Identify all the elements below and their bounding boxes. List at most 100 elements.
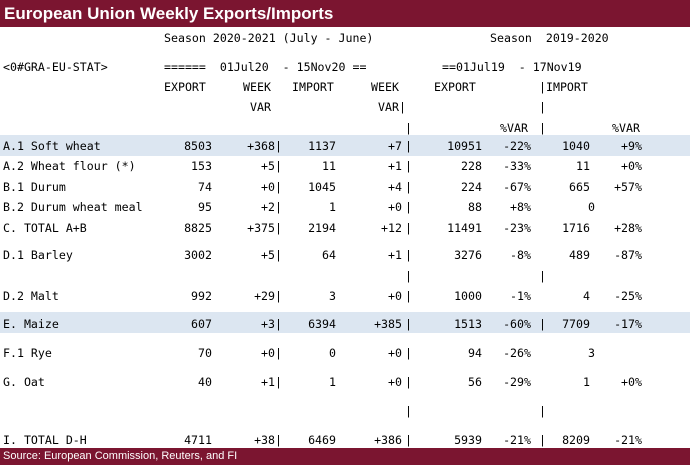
week-var-export: +29| [254,289,282,303]
import-value: 64 [322,248,336,262]
pct-var-export: -67% [503,180,531,194]
pct-var-export: -26% [503,346,531,360]
row-label: D.2 Malt [3,289,59,303]
pct-var-import: -25% [614,289,642,303]
week-var-import: +4 [388,180,402,194]
separator-glyph: | [405,200,412,214]
import-prior: 0 [588,200,595,214]
export-value: 70 [198,346,212,360]
export-value: 95 [198,200,212,214]
week-var-import: +1 [388,159,402,173]
pct-var-export: -1% [510,289,531,303]
row-label: B.2 Durum wheat meal [3,200,143,214]
separator-glyph: | [539,121,546,135]
import-prior: 7709 [562,317,590,331]
week-var-export: +5| [261,248,282,262]
row-label: B.1 Durum [3,180,66,194]
header-import: IMPORT [292,80,334,94]
pct-var-export: -22% [503,139,531,153]
pct-var-import: +0% [621,375,642,389]
export-value: 153 [191,159,212,173]
season-prior-label: Season 2019-2020 [490,31,609,45]
pct-var-import: +28% [614,221,642,235]
pct-var-import: +9% [621,139,642,153]
export-prior: 1000 [454,289,482,303]
header-week: WEEK [243,80,271,94]
row-label: D.1 Barley [3,248,73,262]
export-prior: 11491 [447,221,482,235]
row-label: G. Oat [3,375,45,389]
week-var-export: +2| [261,200,282,214]
pct-var-export: -29% [503,375,531,389]
export-value: 4711 [184,433,212,447]
import-prior: 4 [583,289,590,303]
separator-glyph: | [539,317,546,331]
header-var-right: VAR| [378,100,406,114]
week-var-export: +5| [261,159,282,173]
week-var-import: +0 [388,289,402,303]
export-value: 8825 [184,221,212,235]
header-pct-var-export: %VAR [500,121,528,135]
import-prior: 1 [583,375,590,389]
week-var-import: +385 [374,317,402,331]
export-prior: 1513 [454,317,482,331]
row-highlight-soft-wheat [0,135,690,156]
export-prior: 56 [468,375,482,389]
export-prior: 224 [461,180,482,194]
header-export: EXPORT [164,80,206,94]
date-range-current: ====== 01Jul20 - 15Nov20 == [164,60,367,74]
header-import-prior: |IMPORT [539,80,588,94]
pct-var-export: -8% [510,248,531,262]
week-var-export: +3| [261,317,282,331]
pct-var-export: -21% [503,433,531,447]
week-var-export: +375| [247,221,282,235]
import-value: 1 [329,200,336,214]
import-value: 6394 [308,317,336,331]
pct-var-import: -17% [614,317,642,331]
header-var: VAR [250,100,271,114]
header-export-prior: EXPORT [434,80,476,94]
export-prior: 94 [468,346,482,360]
separator-glyph: | [405,269,412,283]
import-prior: 665 [569,180,590,194]
row-label: I. TOTAL D-H [3,433,87,447]
date-range-prior: ==01Jul19 - 17Nov19 [442,60,582,74]
export-prior: 10951 [447,139,482,153]
separator-glyph: | [405,375,412,389]
pct-var-export: -23% [503,221,531,235]
week-var-import: +7 [388,139,402,153]
separator-glyph: | [539,433,546,447]
pct-var-export: -60% [503,317,531,331]
row-label: A.1 Soft wheat [3,139,101,153]
row-label: F.1 Rye [3,346,52,360]
week-var-import: +12 [381,221,402,235]
import-value: 11 [322,159,336,173]
separator-glyph: | [405,404,412,418]
week-var-export: +368| [247,139,282,153]
pct-var-export: -33% [503,159,531,173]
row-label: A.2 Wheat flour (*) [3,159,136,173]
import-value: 1 [329,375,336,389]
separator-glyph: | [405,221,412,235]
separator-glyph: | [539,404,546,418]
pct-var-import: +57% [614,180,642,194]
import-value: 1137 [308,139,336,153]
import-value: 1045 [308,180,336,194]
import-value: 6469 [308,433,336,447]
week-var-export: +38| [254,433,282,447]
separator-glyph: | [405,248,412,262]
source-footer: Source: European Commission, Reuters, an… [0,448,690,465]
row-highlight-maize [0,312,690,333]
export-prior: 228 [461,159,482,173]
import-value: 0 [329,346,336,360]
separator-glyph: | [405,139,412,153]
pct-var-export: +8% [510,200,531,214]
export-value: 992 [191,289,212,303]
separator-glyph: | [405,317,412,331]
export-prior: 3276 [454,248,482,262]
import-prior: 1040 [562,139,590,153]
row-label: C. TOTAL A+B [3,221,87,235]
separator-glyph: | [405,289,412,303]
export-value: 3002 [184,248,212,262]
week-var-import: +0 [388,200,402,214]
